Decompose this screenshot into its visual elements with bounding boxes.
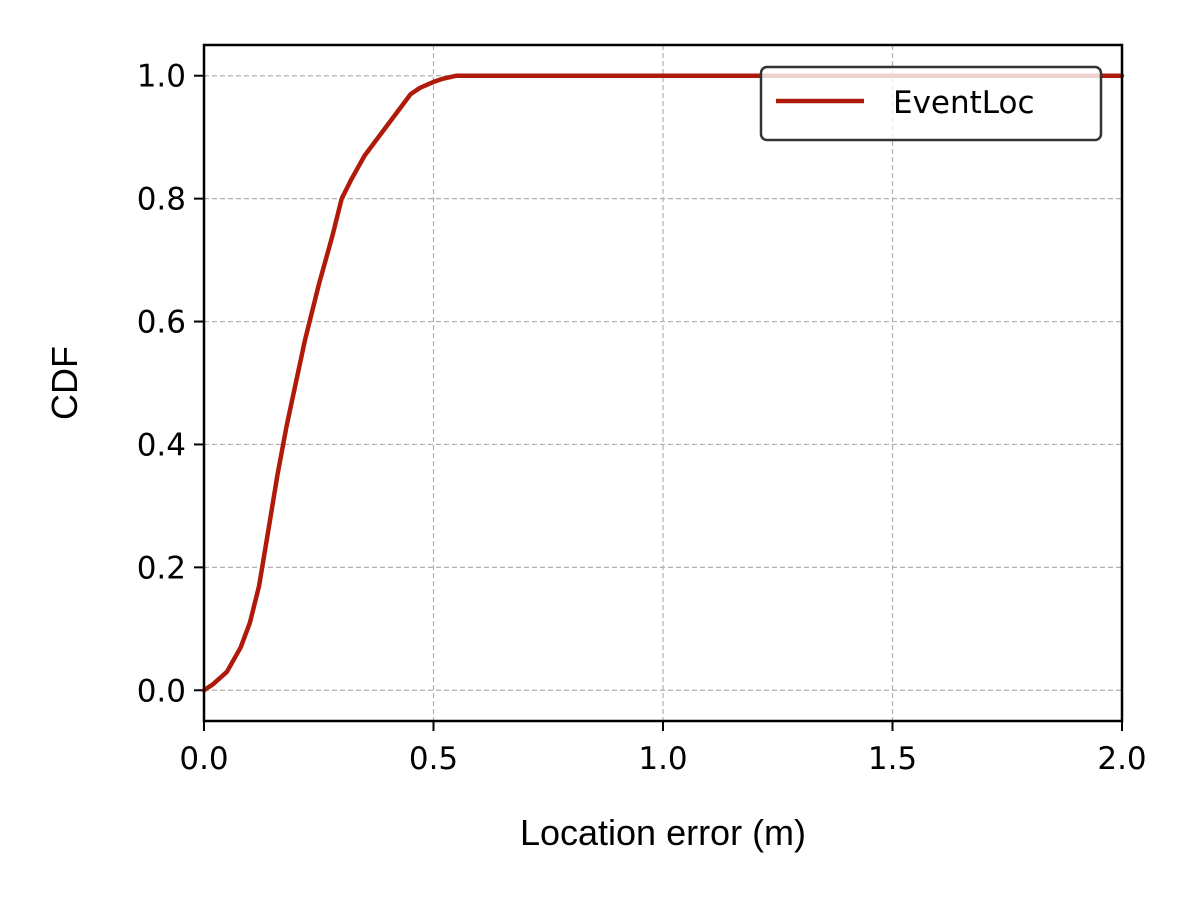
legend-label-eventloc: EventLoc bbox=[893, 85, 1035, 121]
x-tick-label: 0.0 bbox=[179, 741, 228, 777]
axis-ticks: 0.0 0.5 1.0 1.5 2.0 0.0 0.2 0.4 0.6 0.8 1.0 bbox=[137, 59, 1147, 777]
y-tick-label: 0.0 bbox=[137, 673, 186, 709]
grid-lines bbox=[203, 45, 1123, 721]
y-tick-label: 1.0 bbox=[137, 59, 186, 95]
x-tick-label: 0.5 bbox=[409, 741, 458, 777]
x-tick-label: 1.5 bbox=[868, 741, 917, 777]
legend-box bbox=[759, 65, 1103, 142]
y-tick-label: 0.8 bbox=[137, 182, 186, 218]
y-tick-label: 0.4 bbox=[137, 427, 186, 463]
series-layer bbox=[201, 73, 1125, 693]
plot-frame bbox=[202, 43, 1124, 723]
y-tick-label: 0.2 bbox=[137, 550, 186, 586]
series-line-eventloc bbox=[201, 73, 1125, 693]
legend: EventLoc bbox=[759, 65, 1103, 142]
y-axis-label: CDF bbox=[44, 346, 85, 420]
x-axis-label: Location error (m) bbox=[520, 812, 806, 853]
y-tick-label: 0.6 bbox=[137, 305, 186, 341]
x-tick-label: 1.0 bbox=[638, 741, 687, 777]
x-tick-label: 2.0 bbox=[1097, 741, 1146, 777]
